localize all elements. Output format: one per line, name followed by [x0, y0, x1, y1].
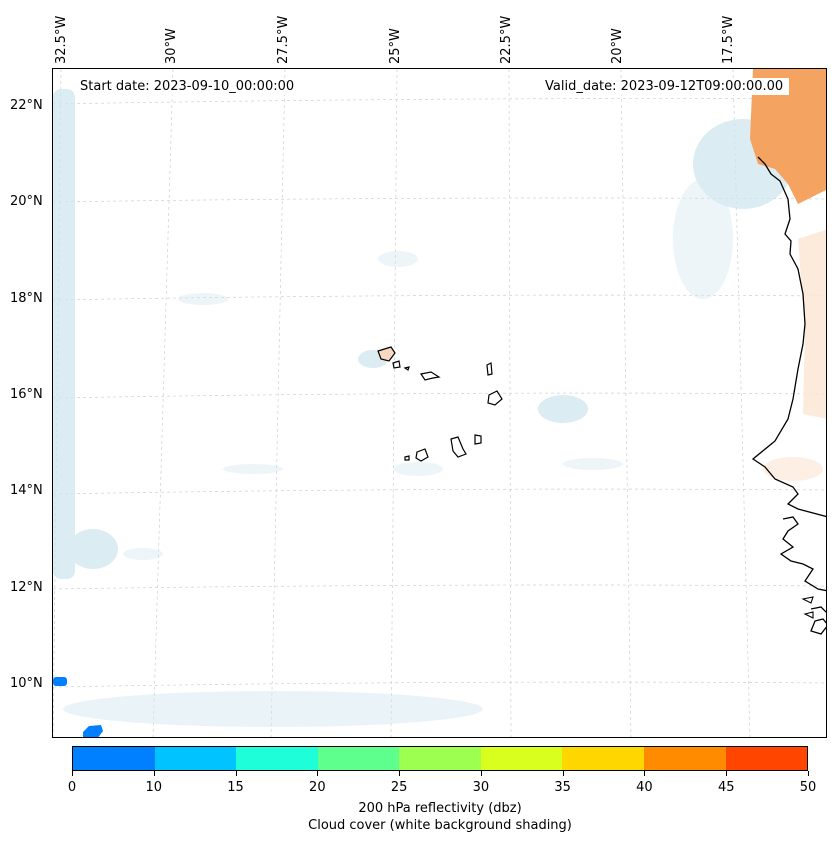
lat-gridline — [53, 681, 826, 688]
island-fogo — [415, 448, 429, 462]
lat-label: 10°N — [10, 676, 43, 691]
colorbar-segment — [562, 747, 644, 770]
cloud-band-west — [53, 89, 75, 579]
colorbar-tick-label: 40 — [636, 780, 653, 795]
cloud-patch — [563, 458, 623, 470]
colorbar-label: 200 hPa reflectivity (dbz) — [358, 801, 522, 816]
colorbar-tick — [480, 771, 482, 776]
start-date-label: Start date: 2023-09-10_00:00:00 — [74, 78, 301, 95]
colorbar-tick-label: 0 — [67, 780, 77, 795]
lat-gridline — [53, 584, 826, 590]
lat-label: 12°N — [10, 580, 43, 595]
lat-label: 20°N — [10, 194, 43, 209]
valid-date-label: Valid_date: 2023-09-12T09:00:00.00 — [539, 78, 790, 95]
cape-verde-islands — [377, 346, 503, 462]
colorbar-tick — [235, 771, 237, 776]
colorbar-tick — [153, 771, 155, 776]
bissagos-islands — [801, 596, 814, 619]
colorbar-segment — [480, 747, 563, 770]
cloud-patch — [223, 464, 283, 474]
lon-gridline — [732, 69, 751, 737]
colorbar-tick-label: 50 — [799, 780, 817, 795]
lon-gridline — [152, 69, 174, 737]
lon-label: 30°W — [164, 28, 179, 64]
island-sao-vicente — [392, 360, 401, 369]
lat-label: 16°N — [10, 387, 43, 402]
colorbar-segment — [73, 747, 155, 770]
colorbar-tick — [562, 771, 564, 776]
island-boa-vista — [487, 390, 503, 406]
lon-label: 32.5°W — [54, 15, 69, 64]
lon-label: 17.5°W — [721, 15, 736, 64]
lon-label: 27.5°W — [276, 15, 291, 64]
colorbar-segment — [399, 747, 481, 770]
island-brava — [404, 455, 410, 461]
colorbar-tick — [317, 771, 319, 776]
reflectivity-light-patch — [798, 229, 826, 419]
cloud-patch — [68, 529, 118, 569]
island-santo-antao — [377, 346, 396, 362]
map-canvas — [53, 69, 826, 737]
lat-label: 14°N — [10, 483, 43, 498]
reflectivity-light-patch — [763, 457, 823, 481]
island-sal — [486, 362, 493, 376]
cloud-patch — [123, 548, 163, 560]
graticule — [53, 69, 826, 737]
island-santiago — [450, 436, 467, 458]
lat-gridline — [53, 392, 826, 399]
lon-gridline — [508, 69, 512, 737]
colorbar-tick-label: 10 — [145, 780, 163, 795]
island-santa-luzia — [403, 366, 410, 371]
colorbar-tick — [644, 771, 646, 776]
cloud-patch — [178, 293, 228, 305]
lon-label: 20°W — [610, 28, 625, 64]
colorbar-tick-label: 15 — [227, 780, 244, 795]
reflectivity-blue-patch — [53, 677, 67, 686]
cloud-patch — [673, 179, 733, 299]
map-panel: Start date: 2023-09-10_00:00:00 Valid_da… — [52, 68, 827, 738]
colorbar-tick-label: 30 — [472, 780, 490, 795]
gambia-coast — [779, 516, 826, 592]
colorbar-tick-label: 25 — [390, 780, 408, 795]
lat-label: 18°N — [10, 291, 43, 306]
lat-gridline — [53, 488, 826, 495]
colorbar-segment — [725, 747, 808, 770]
reflectivity-blue-patch — [83, 725, 103, 737]
colorbar-sublabel: Cloud cover (white background shading) — [308, 818, 572, 833]
colorbar-segment — [643, 747, 726, 770]
island-maio — [474, 434, 482, 445]
lon-gridline — [270, 69, 286, 737]
reflectivity-orange-patch — [750, 69, 826, 204]
guinea-coast — [810, 606, 826, 635]
colorbar-tick — [726, 771, 728, 776]
colorbar-segment — [154, 747, 237, 770]
island-sao-nicolau — [420, 371, 441, 381]
colorbar-tick — [808, 771, 809, 776]
colorbar-segment — [236, 747, 318, 770]
colorbar-tick — [72, 771, 73, 776]
colorbar-tick-label: 35 — [554, 780, 571, 795]
cloud-patch — [63, 691, 483, 727]
colorbar-tick-label: 45 — [717, 780, 735, 795]
reflectivity-colorbar — [72, 746, 808, 771]
cloud-patch — [378, 251, 418, 267]
lon-gridline — [53, 69, 62, 737]
african-coastline — [751, 156, 826, 518]
colorbar-tick-label: 20 — [309, 780, 326, 795]
cloud-patch — [393, 462, 443, 476]
lon-gridline — [620, 69, 632, 737]
colorbar-segment — [317, 747, 400, 770]
lat-label: 22°N — [10, 98, 43, 113]
lon-label: 22.5°W — [499, 15, 514, 64]
lon-label: 25°W — [388, 28, 403, 64]
lat-gridline — [53, 98, 826, 105]
colorbar-tick — [399, 771, 401, 776]
lon-gridline — [390, 69, 398, 737]
cloud-cover — [53, 89, 793, 727]
cloud-patch — [538, 395, 588, 423]
